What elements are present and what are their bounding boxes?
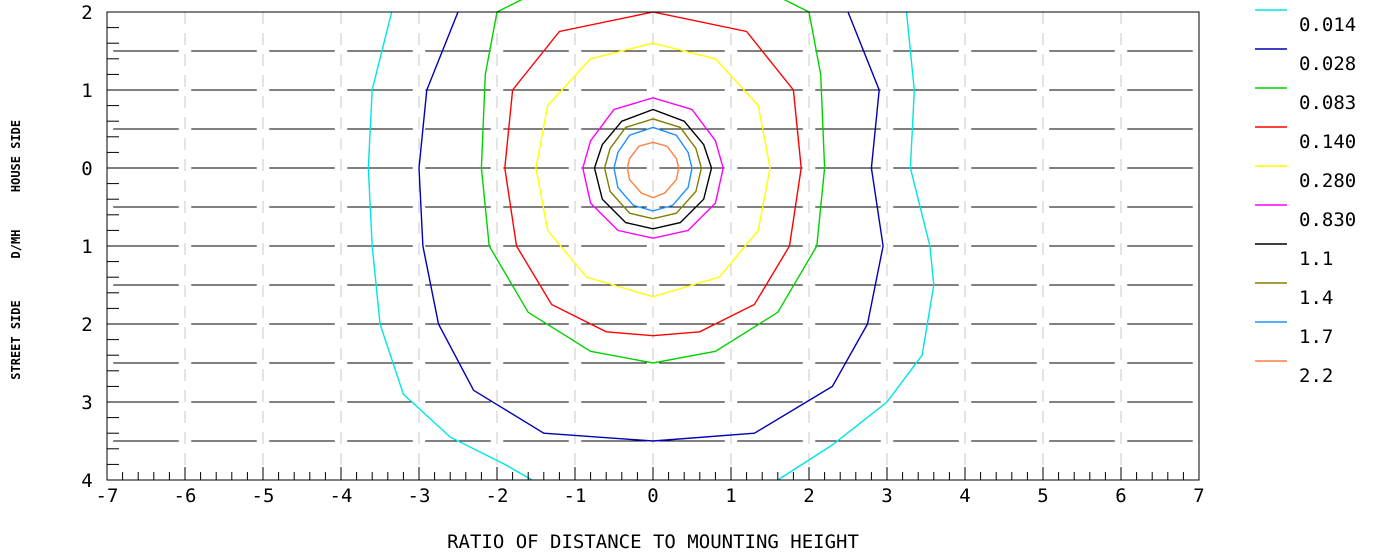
x-axis: -7 -6 -5 -4 -3 -2 -1 0 1 2 3 4 5 6 7 xyxy=(96,467,1205,507)
legend-label: 2.2 xyxy=(1299,365,1333,387)
legend-label: 0.083 xyxy=(1299,92,1356,114)
x-tick-label: -7 xyxy=(96,485,119,507)
contour-line-2.2 xyxy=(626,141,680,199)
x-tick-label: 0 xyxy=(647,485,658,507)
x-tick-label: -4 xyxy=(330,485,353,507)
y-tick-label: 4 xyxy=(81,470,92,492)
x-tick-label: 3 xyxy=(881,485,892,507)
x-tick-label: 2 xyxy=(803,485,814,507)
legend-label: 0.028 xyxy=(1299,53,1356,75)
y-axis: 2 1 0 1 2 3 4 xyxy=(81,2,121,492)
x-tick-label: 6 xyxy=(1115,485,1126,507)
x-tick-label: 4 xyxy=(959,485,970,507)
legend-label: 1.4 xyxy=(1299,287,1333,309)
legend-label: 0.140 xyxy=(1299,131,1356,153)
x-tick-label: 7 xyxy=(1193,485,1204,507)
x-tick-label: -1 xyxy=(564,485,587,507)
legend-label: 0.280 xyxy=(1299,170,1356,192)
y-tick-label: 1 xyxy=(81,80,92,102)
legend: 0.014 0.028 0.083 0.140 0.280 0.830 1.1 1.4 1.7 2… xyxy=(1255,9,1356,387)
x-tick-label: -2 xyxy=(486,485,509,507)
grid xyxy=(113,12,1193,480)
x-axis-title: RATIO OF DISTANCE TO MOUNTING HEIGHT xyxy=(447,531,859,553)
y-tick-label: 0 xyxy=(81,158,92,180)
contour-line-0.014 xyxy=(777,11,935,481)
legend-label: 1.7 xyxy=(1299,326,1333,348)
y-axis-title-d-mh: D/MH xyxy=(9,230,23,259)
contour-line-0.830 xyxy=(582,97,724,239)
contour-line-0.014 xyxy=(367,11,533,481)
y-tick-label: 2 xyxy=(81,314,92,336)
legend-label: 0.014 xyxy=(1299,14,1356,36)
contour-lines xyxy=(367,0,935,481)
y-tick-label: 2 xyxy=(81,2,92,24)
contour-line-0.083 xyxy=(480,0,826,364)
contour-line-1.4 xyxy=(603,118,703,220)
x-tick-label: -6 xyxy=(174,485,197,507)
y-axis-title-street-side: STREET SIDE xyxy=(9,300,23,379)
y-tick-label: 3 xyxy=(81,392,92,414)
contour-line-1.1 xyxy=(593,108,713,230)
x-tick-label: 1 xyxy=(725,485,736,507)
contour-line-0.280 xyxy=(535,42,771,298)
y-axis-title: STREET SIDE D/MH HOUSE SIDE xyxy=(9,120,23,380)
contour-line-1.7 xyxy=(613,126,693,212)
y-tick-label: 1 xyxy=(81,236,92,258)
x-tick-label: 5 xyxy=(1037,485,1048,507)
contour-line-0.140 xyxy=(504,11,802,337)
legend-label: 0.830 xyxy=(1299,209,1356,231)
contour-line-0.028 xyxy=(418,11,884,442)
x-tick-label: -3 xyxy=(408,485,431,507)
legend-label: 1.1 xyxy=(1299,248,1333,270)
y-axis-title-house-side: HOUSE SIDE xyxy=(9,120,23,192)
x-tick-label: -5 xyxy=(252,485,275,507)
